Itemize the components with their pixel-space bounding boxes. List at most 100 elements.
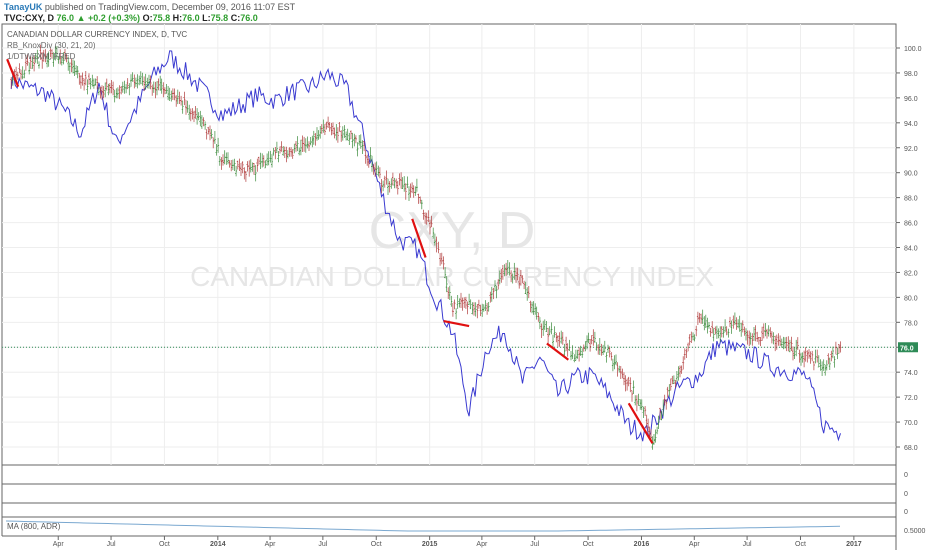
price-bar xyxy=(529,300,532,313)
ma-label[interactable]: MA (800, ADR) xyxy=(7,522,61,531)
price-bar xyxy=(162,82,165,98)
price-bar xyxy=(543,319,546,331)
price-bar xyxy=(110,80,113,94)
author-link[interactable]: TanayUK xyxy=(4,2,43,12)
price-bar xyxy=(597,344,600,355)
price-bar xyxy=(409,183,412,198)
price-bar xyxy=(94,78,97,86)
price-bar xyxy=(814,349,817,364)
price-bar xyxy=(751,333,754,346)
price-change: +0.2 (+0.3%) xyxy=(88,13,141,23)
price-bar xyxy=(49,48,52,58)
open-value: 75.8 xyxy=(152,13,171,23)
price-bar xyxy=(492,287,495,300)
price-bar xyxy=(312,130,315,145)
price-bar xyxy=(505,262,508,276)
x-tick-label: 2017 xyxy=(846,541,862,548)
price-bar xyxy=(196,108,199,125)
chart-title: CANADIAN DOLLAR CURRENCY INDEX, D, TVC xyxy=(7,30,187,39)
y-tick-label: 82.0 xyxy=(904,270,918,277)
price-badge: 76.0 xyxy=(898,342,918,353)
y-tick-label: 80.0 xyxy=(904,295,918,302)
price-bar xyxy=(824,364,827,376)
price-bar xyxy=(516,267,519,281)
price-bar xyxy=(372,164,375,175)
price-bar xyxy=(67,56,70,71)
sub-tick-label: 0.5000 xyxy=(904,528,926,535)
price-bar xyxy=(21,66,24,80)
price-bar xyxy=(792,346,794,361)
price-bar xyxy=(746,330,749,345)
price-bar xyxy=(706,317,709,334)
price-bar xyxy=(675,371,678,382)
price-bar xyxy=(627,376,630,387)
price-bar xyxy=(267,151,270,166)
watermark: CXY, D CANADIAN DOLLAR CURRENCY INDEX xyxy=(190,202,714,292)
price-bar xyxy=(461,297,464,311)
price-bar xyxy=(615,354,617,365)
price-bar xyxy=(671,375,674,385)
overlay-label[interactable]: 1/DTWEXM, FRED xyxy=(7,52,76,61)
price-bar xyxy=(126,78,129,90)
price-bar xyxy=(653,434,655,445)
price-bar xyxy=(330,122,333,136)
price-bar xyxy=(191,108,194,120)
price-bar xyxy=(831,346,834,359)
price-bar xyxy=(249,159,252,173)
price-bar xyxy=(271,154,273,168)
price-bar xyxy=(819,359,822,371)
price-bar xyxy=(327,116,330,128)
price-bar xyxy=(369,147,372,161)
price-bar xyxy=(178,91,181,104)
price-bar xyxy=(188,104,191,120)
price-bar xyxy=(350,130,352,140)
price-bar xyxy=(285,146,288,163)
price-bar xyxy=(719,326,722,342)
quote-line: TVC:CXY, D 76.0 ▲ +0.2 (+0.3%) O:75.8 H:… xyxy=(4,13,258,23)
price-bar xyxy=(548,326,551,336)
price-bar xyxy=(358,135,361,146)
price-bar xyxy=(602,344,605,355)
price-bar xyxy=(581,348,584,358)
price-bar xyxy=(68,62,71,74)
price-bar xyxy=(489,291,492,303)
price-bar xyxy=(487,302,490,312)
price-bar xyxy=(99,86,102,99)
price-bar xyxy=(296,136,299,152)
watermark-name: CANADIAN DOLLAR CURRENCY INDEX xyxy=(190,261,714,292)
price-bar xyxy=(534,303,537,315)
price-bar xyxy=(715,325,718,339)
y-tick-label: 88.0 xyxy=(904,196,918,203)
divergence-line xyxy=(546,342,570,361)
price-bar xyxy=(464,296,467,309)
price-bar xyxy=(775,334,778,350)
price-bar xyxy=(790,336,793,351)
price-bar xyxy=(838,344,840,354)
price-axis: 100.0 98.0 96.0 94.0 92.0 90.0 88.0 86.0 84.0 82.… xyxy=(896,46,922,452)
high-label: H: xyxy=(172,13,183,23)
price-bar xyxy=(592,329,595,346)
price-bar xyxy=(801,352,804,363)
price-bar xyxy=(176,89,179,105)
indicator-label[interactable]: RB_KnoxDiv (30, 21, 20) xyxy=(7,41,96,50)
price-bar xyxy=(555,332,558,343)
price-bar xyxy=(101,85,103,100)
price-bar xyxy=(393,177,396,189)
price-bar xyxy=(639,399,642,410)
price-bar xyxy=(403,176,406,192)
price-bar xyxy=(364,149,367,164)
sub-axis: 0 0 0 0.5000 xyxy=(904,472,926,535)
x-tick-label: Apr xyxy=(689,541,701,548)
price-bar xyxy=(785,336,788,352)
price-bar xyxy=(246,161,249,172)
price-bar xyxy=(695,325,698,337)
price-bar xyxy=(210,129,213,139)
price-bar xyxy=(553,326,556,338)
y-tick-label: 92.0 xyxy=(904,146,918,153)
price-bar xyxy=(683,348,686,360)
price-bar xyxy=(193,110,195,122)
price-bar xyxy=(513,262,516,280)
price-bar xyxy=(180,95,183,106)
price-bar xyxy=(463,297,466,308)
